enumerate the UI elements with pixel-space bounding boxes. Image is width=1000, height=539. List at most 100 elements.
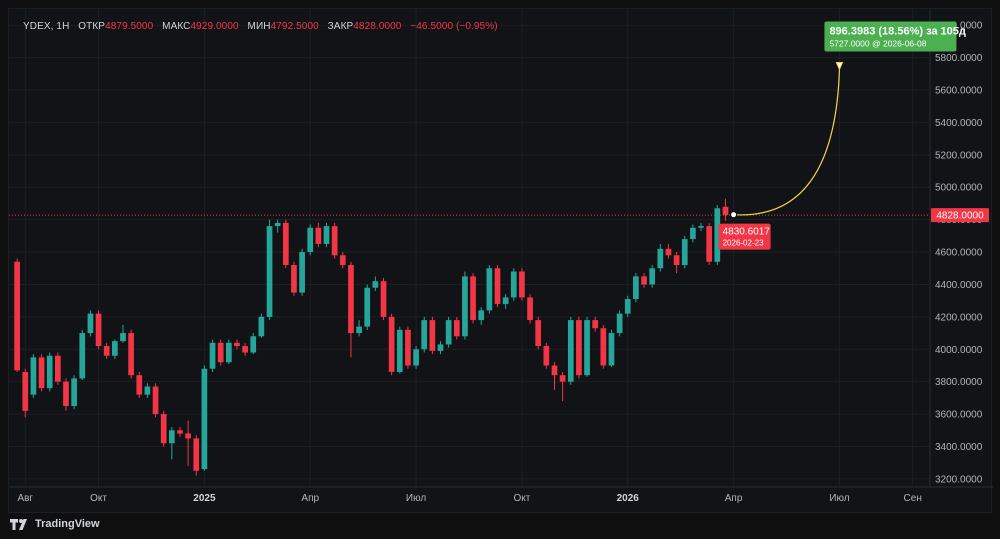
price-tick-label: 3400.0000 <box>935 442 983 453</box>
candle-body <box>396 329 403 372</box>
symbol-title[interactable]: YDEX, 1Н <box>23 21 70 32</box>
candle-body <box>567 320 574 382</box>
candle-body <box>706 226 713 262</box>
price-tick-label: 4400.0000 <box>935 280 983 291</box>
time-axis[interactable]: Авг Окт 2025 Апр Июл Окт 2026 Апр Июл Сен <box>17 493 921 504</box>
candle-body <box>299 252 305 293</box>
forecast-path[interactable] <box>730 61 844 219</box>
candle-body <box>258 316 265 337</box>
high-label: МАКС <box>162 21 191 32</box>
change-value: −46.5000 (−0.95%) <box>410 21 498 32</box>
forecast-start-point <box>730 211 738 219</box>
candle-body <box>356 326 362 334</box>
time-tick-label: 2026 <box>617 493 640 504</box>
forecast-start-date: 2026-02-23 <box>723 239 764 248</box>
candle-body <box>144 386 151 395</box>
candle-body <box>79 333 86 379</box>
price-tick-label: 6000.0000 <box>935 21 983 32</box>
high-value: 4929.0000 <box>190 21 239 32</box>
price-tick-label: 5000.0000 <box>935 183 983 194</box>
candle-body <box>128 333 134 376</box>
candle-body <box>494 268 501 304</box>
candle-body <box>315 227 322 244</box>
ohlc-legend: YDEX, 1Н ОТКР4879.5000 МАКС4929.0000 МИН… <box>23 21 504 32</box>
candle-body <box>608 333 615 366</box>
candle-body <box>111 341 118 356</box>
candle-body <box>437 344 444 351</box>
price-tick-label: 5600.0000 <box>935 86 983 97</box>
candle-body <box>624 299 631 314</box>
candle-body <box>364 287 371 327</box>
candle-body <box>510 271 517 298</box>
candle-body <box>445 320 452 345</box>
grid <box>9 9 929 487</box>
candle-body <box>177 430 183 434</box>
candle-body <box>649 268 656 285</box>
candle-body <box>576 320 582 376</box>
candle-body <box>225 342 232 363</box>
candle-body <box>331 226 338 256</box>
tradingview-logo-icon <box>10 518 27 530</box>
time-tick-label: Окт <box>90 493 107 504</box>
close-value: 4828.0000 <box>353 21 402 32</box>
forecast-target-label: 896.3983 (18.56%) за 105д 5727.0000 @ 20… <box>824 21 966 52</box>
price-tick-label: 5200.0000 <box>935 150 983 161</box>
candle-body <box>462 276 468 337</box>
candle-body <box>250 336 257 353</box>
time-tick-label: 2025 <box>193 493 216 504</box>
candle-body <box>584 320 590 376</box>
tradingview-logo[interactable]: TradingView <box>10 517 100 531</box>
candle-body <box>543 346 550 366</box>
candle-body <box>168 430 175 444</box>
candle-body <box>665 248 672 256</box>
open-value: 4879.5000 <box>105 21 154 32</box>
candle-body <box>372 281 379 288</box>
forecast-start-price: 4830.6017 <box>723 227 771 238</box>
candle-body <box>95 313 102 347</box>
price-tick-label: 5400.0000 <box>935 118 983 129</box>
forecast-curve <box>733 69 841 216</box>
candle-body <box>453 320 460 337</box>
candle-body <box>698 226 704 228</box>
tradingview-logo-text: TradingView <box>35 518 100 530</box>
candle-body <box>722 206 729 216</box>
candle-body <box>714 208 721 262</box>
time-tick-label: Окт <box>513 493 530 504</box>
candle-body <box>266 226 273 317</box>
candle-body <box>478 310 485 321</box>
forecast-end-arrow <box>835 61 844 71</box>
candlestick-chart[interactable]: 3200.0000 3400.0000 3600.0000 3800.0000 4000… <box>9 9 993 514</box>
candle-body <box>600 328 607 366</box>
candle-body <box>185 433 191 439</box>
price-tick-label: 5800.0000 <box>935 53 983 64</box>
candle-body <box>14 261 20 371</box>
candle-body <box>559 375 566 382</box>
current-price-label: 4828.0000 <box>936 211 984 222</box>
price-tick-label: 3600.0000 <box>935 410 983 421</box>
candle-body <box>681 239 688 266</box>
time-tick-label: Сен <box>904 493 922 504</box>
candles[interactable] <box>14 198 729 476</box>
candle-body <box>592 320 599 329</box>
price-axis[interactable]: 3200.0000 3400.0000 3600.0000 3800.0000 4000… <box>935 21 983 486</box>
candle-body <box>242 346 248 353</box>
time-tick-label: Апр <box>725 493 743 504</box>
candle-body <box>22 371 29 411</box>
candle-body <box>274 222 281 227</box>
open-label: ОТКР <box>78 21 106 32</box>
candle-body <box>46 355 53 389</box>
candle-body <box>519 271 525 298</box>
candle-body <box>641 276 647 285</box>
candle-body <box>551 365 558 376</box>
price-tick-label: 4200.0000 <box>935 312 983 323</box>
candle-body <box>282 222 289 266</box>
low-value: 4792.5000 <box>270 21 319 32</box>
candle-body <box>535 320 542 347</box>
candle-body <box>38 357 45 389</box>
candle-body <box>71 378 77 406</box>
candle-body <box>323 226 330 244</box>
candle-body <box>616 313 623 334</box>
chart-panel[interactable]: 3200.0000 3400.0000 3600.0000 3800.0000 4000… <box>8 8 993 514</box>
candle-body <box>217 342 224 363</box>
